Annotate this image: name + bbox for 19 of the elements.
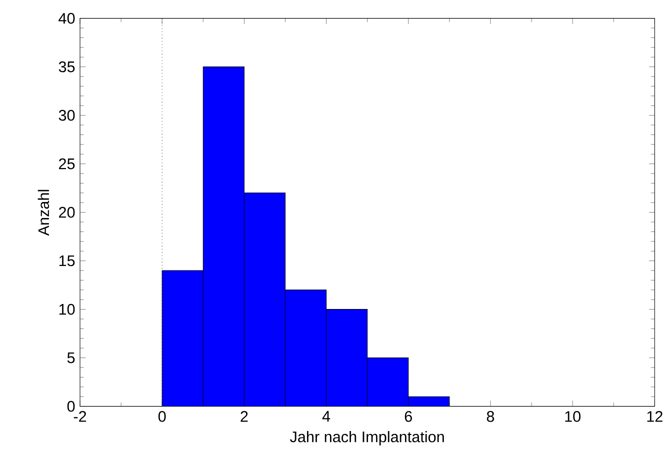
y-tick-label: 0 [67,400,75,412]
y-tick-label: 10 [59,304,75,315]
y-tick-label: 20 [59,206,75,218]
x-tick-label: -2 [74,411,86,422]
x-tick-label: 0 [158,411,166,422]
x-tick-label: 10 [565,411,580,422]
x-tick-label: 2 [240,411,248,422]
y-tick-label: 30 [58,110,75,121]
y-tick-label: 5 [67,352,75,364]
x-tick-label: 4 [322,411,330,422]
y-tick-label: 40 [58,12,75,24]
x-axis-title: Jahr nach Implantation [290,431,444,446]
x-tick-label: 6 [404,411,412,422]
y-axis-title: Anzahl [38,190,50,236]
y-tick-label: 15 [59,255,75,266]
y-tick-label: 25 [59,158,75,170]
x-tick-label: 12 [647,411,662,422]
x-tick-label: 8 [486,411,494,422]
y-tick-label: 35 [58,61,75,72]
